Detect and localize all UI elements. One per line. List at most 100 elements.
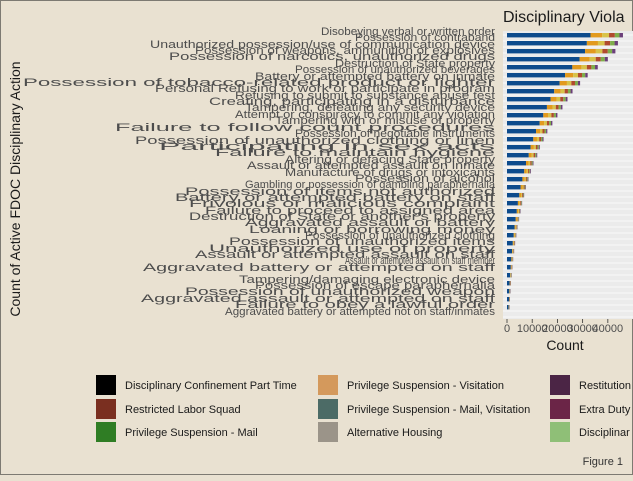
bar-segment: [517, 217, 518, 221]
bar-segment: [536, 145, 538, 149]
y-axis-label: Count of Active FDOC Disciplinary Action: [7, 61, 23, 316]
bar-segment: [507, 297, 509, 301]
bar-segment: [507, 265, 511, 269]
bar-segment: [507, 161, 526, 165]
bar-segment: [524, 185, 525, 189]
legend-label: Privilege Suspension - Mail: [125, 427, 258, 439]
bar-segment: [530, 169, 531, 173]
bar-segment: [554, 89, 561, 93]
y-tick-label: Aggravated battery or attempted not on s…: [225, 306, 496, 318]
bar-segment: [543, 113, 548, 117]
bar-segment: [609, 33, 615, 37]
bar-segment: [507, 129, 536, 133]
bar-segment: [581, 65, 586, 69]
bar-segment: [507, 41, 587, 45]
bar-segment: [551, 97, 557, 101]
bar-segment: [539, 137, 541, 141]
bar-segment: [524, 169, 526, 173]
bar-segment: [591, 65, 595, 69]
legend-label: Alternative Housing: [347, 427, 442, 439]
legend-swatch: [318, 422, 338, 442]
bar-segment: [507, 273, 510, 277]
legend-swatch: [96, 399, 116, 419]
bar-segment: [605, 41, 611, 45]
bar-segment: [523, 193, 524, 197]
bar-segment: [601, 57, 605, 61]
legend-label: Restitution: [579, 380, 631, 392]
chart-title: Disciplinary Viola: [503, 9, 625, 26]
bar-segment: [507, 257, 511, 261]
bar-segment: [526, 161, 529, 165]
bar-segment: [533, 137, 537, 141]
bar-segment: [595, 65, 598, 69]
legend-swatch: [96, 422, 116, 442]
bar-segment: [507, 281, 510, 285]
bar-segment: [507, 289, 509, 293]
bar-segment: [507, 305, 509, 309]
bar-segment: [507, 217, 516, 221]
bar-segment: [615, 33, 620, 37]
bar-segment: [596, 49, 603, 53]
bar-segment: [571, 89, 573, 93]
bar-segment: [544, 121, 547, 125]
bar-segment: [615, 41, 618, 45]
bar-segment: [507, 233, 514, 237]
bar-segment: [507, 57, 580, 61]
bar-segment: [565, 89, 568, 93]
bar-segment: [507, 105, 547, 109]
bar-segment: [515, 225, 516, 229]
bar-segment: [536, 153, 537, 157]
bar-segment: [511, 265, 512, 269]
bar-segment: [532, 161, 533, 165]
bar-segment: [522, 193, 523, 197]
bar-segment: [552, 105, 555, 109]
bar-segment: [590, 57, 596, 61]
bar-segment: [507, 209, 517, 213]
legend-label: Restricted Labor Squad: [125, 404, 241, 416]
bar-segment: [516, 225, 517, 229]
legend-swatch: [318, 375, 338, 395]
legend-swatch: [550, 399, 570, 419]
bar-segment: [519, 193, 521, 197]
bar-segment: [557, 97, 561, 101]
bar-segment: [602, 33, 609, 37]
bar-segment: [529, 153, 532, 157]
bar-segment: [523, 185, 524, 189]
bar-segment: [567, 81, 571, 85]
bar-segment: [514, 233, 515, 237]
bar-segment: [516, 225, 517, 229]
bar-segment: [608, 49, 612, 53]
bar-segment: [528, 177, 529, 181]
bar-segment: [596, 57, 601, 61]
bar-segment: [507, 169, 524, 173]
bar-segment: [519, 209, 520, 213]
bar-segment: [541, 137, 542, 141]
bar-segment: [610, 41, 614, 45]
bar-segment: [612, 49, 615, 53]
bar-segment: [521, 193, 522, 197]
y-tick-label: Aggravated battery or attempted on staff: [143, 262, 497, 274]
bar-segment: [536, 129, 540, 133]
bar-segment: [521, 201, 522, 205]
bar-segment: [507, 153, 529, 157]
bar-segment: [598, 41, 605, 45]
bar-segment: [515, 233, 516, 237]
bar-segment: [525, 185, 526, 189]
bar-segment: [519, 201, 520, 205]
bar-segment: [540, 121, 545, 125]
bar-segment: [507, 193, 519, 197]
bar-segment: [605, 57, 608, 61]
bar-segment: [548, 113, 551, 117]
bar-segment: [529, 169, 530, 173]
bar-segment: [537, 137, 539, 141]
legend-label: Privilege Suspension - Visitation: [347, 380, 504, 392]
bar-segment: [572, 65, 581, 69]
bar-segment: [507, 225, 515, 229]
bar-segment: [560, 97, 563, 101]
bar-segment: [534, 145, 536, 149]
bar-segment: [520, 209, 521, 213]
bar-segment: [507, 81, 560, 85]
bar-segment: [542, 129, 544, 133]
bar-segment: [556, 113, 558, 117]
